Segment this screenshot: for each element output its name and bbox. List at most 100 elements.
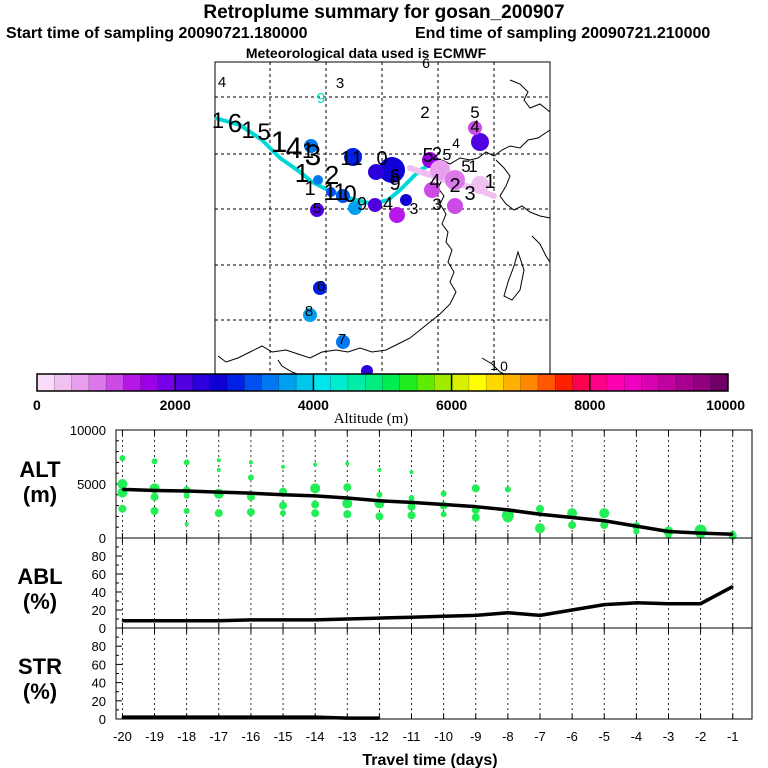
data-point xyxy=(250,619,252,621)
altitude-point xyxy=(633,528,640,535)
altitude-point xyxy=(343,483,352,492)
trajectory-day-label: 1 xyxy=(340,148,351,170)
y-tick-label: 5000 xyxy=(77,477,106,492)
x-tick-label: -13 xyxy=(338,729,357,744)
colorbar-cell xyxy=(382,374,401,391)
data-point xyxy=(346,497,349,499)
data-point xyxy=(410,616,413,618)
x-tick-label: -6 xyxy=(566,729,578,744)
y-tick-label: 40 xyxy=(92,676,106,691)
colorbar-cell xyxy=(175,374,193,391)
trajectory-day-label: 1 xyxy=(271,126,288,159)
y-tick-label: 0 xyxy=(99,712,106,727)
trajectory-day-label: 1 xyxy=(323,179,336,206)
colorbar-cell xyxy=(71,374,90,391)
x-tick-label: -5 xyxy=(598,729,610,744)
colorbar-cell xyxy=(88,374,107,391)
colorbar-cell xyxy=(624,374,643,391)
trajectory-day-label: 9 xyxy=(317,90,325,107)
colorbar-cell xyxy=(227,374,245,391)
data-point xyxy=(507,611,509,614)
trajectory-day-label: 6 xyxy=(422,55,430,71)
trajectory-blob xyxy=(468,121,482,135)
panel-frame xyxy=(115,537,753,629)
trajectory-day-label: 1 xyxy=(304,178,315,200)
altitude-colorbar: 0 2000 4000 6000 8000 10000 Altitude (m) xyxy=(33,373,745,427)
data-point xyxy=(378,617,381,619)
x-tick-label: -17 xyxy=(209,729,228,744)
trajectory-day-label: 2 xyxy=(325,160,339,190)
altitude-point xyxy=(600,521,609,530)
trajectory-day-label: 2 xyxy=(449,175,460,197)
data-point xyxy=(314,716,316,718)
panel-alt: 10000 5000 0 ALT(m) xyxy=(19,423,753,546)
map-gridlines xyxy=(215,62,550,375)
trajectory-day-label: 8 xyxy=(305,303,313,320)
altitude-point xyxy=(313,462,318,467)
colorbar-cell xyxy=(37,374,55,391)
x-tick-label: -14 xyxy=(306,729,325,744)
colorbar-cell xyxy=(296,374,314,391)
data-point xyxy=(603,519,606,522)
y-tick-label: 20 xyxy=(92,694,106,709)
y-tick-label: 0 xyxy=(99,621,106,636)
trajectory-blob xyxy=(445,170,465,190)
trajectory-day-label: 9 xyxy=(357,194,367,214)
time-series-panels: 1000050000ALT(m)806040200ABL(%)806040200… xyxy=(17,423,753,768)
altitude-point xyxy=(409,470,414,475)
altitude-point xyxy=(343,510,352,519)
data-point xyxy=(571,516,573,519)
colorbar-cell xyxy=(140,374,159,391)
altitude-point xyxy=(311,509,320,518)
colorbar-cell xyxy=(658,374,677,391)
altitude-point xyxy=(536,504,544,513)
colorbar-cell xyxy=(555,374,574,391)
trajectory-blob xyxy=(430,160,450,180)
trajectory-blob xyxy=(348,201,362,215)
trajectory-blobs xyxy=(303,121,489,377)
altitude-point xyxy=(440,490,447,497)
altitude-point xyxy=(568,521,577,530)
altitude-point xyxy=(407,511,416,520)
data-point xyxy=(153,489,156,492)
trajectory-day-label: 1 xyxy=(490,357,498,373)
data-point xyxy=(217,491,220,493)
trajectory-blob xyxy=(313,175,323,185)
altitude-point xyxy=(342,498,353,509)
colorbar-cell xyxy=(468,374,487,391)
data-point xyxy=(314,619,316,621)
data-point xyxy=(250,716,252,718)
colorbar-tick-label: 0 xyxy=(33,397,41,413)
trajectory-blob xyxy=(389,207,405,223)
colorbar-cell xyxy=(486,374,504,391)
data-point xyxy=(378,717,381,719)
y-axis-label-unit: (%) xyxy=(23,679,57,704)
altitude-point xyxy=(665,532,672,539)
colorbar-cell xyxy=(192,374,211,391)
trajectory-blob xyxy=(303,308,317,322)
colorbar-tick-label: 2000 xyxy=(160,397,191,413)
y-tick-label: 0 xyxy=(99,531,106,546)
trajectory-day-label: 1 xyxy=(333,179,346,206)
altitude-point xyxy=(471,484,480,493)
data-point xyxy=(185,620,188,622)
x-tick-label: -9 xyxy=(470,729,482,744)
trajectory-day-label: 5 xyxy=(461,157,470,176)
data-point xyxy=(121,488,124,491)
trajectory-day-label: 4 xyxy=(429,171,440,193)
colorbar-cell xyxy=(106,374,124,391)
colorbar-cell xyxy=(313,374,332,391)
y-axis-label: ALT xyxy=(19,457,61,482)
altitude-point xyxy=(502,512,513,523)
data-point xyxy=(282,716,284,718)
y-tick-label: 10000 xyxy=(70,423,106,438)
altitude-point xyxy=(117,479,128,489)
altitude-point xyxy=(183,492,190,499)
altitude-point xyxy=(248,460,253,465)
end-time-label: End time of sampling 20090721.210000 xyxy=(415,25,711,42)
data-point xyxy=(217,716,220,718)
x-tick-label: -8 xyxy=(502,729,514,744)
trajectory-blob xyxy=(313,281,327,295)
